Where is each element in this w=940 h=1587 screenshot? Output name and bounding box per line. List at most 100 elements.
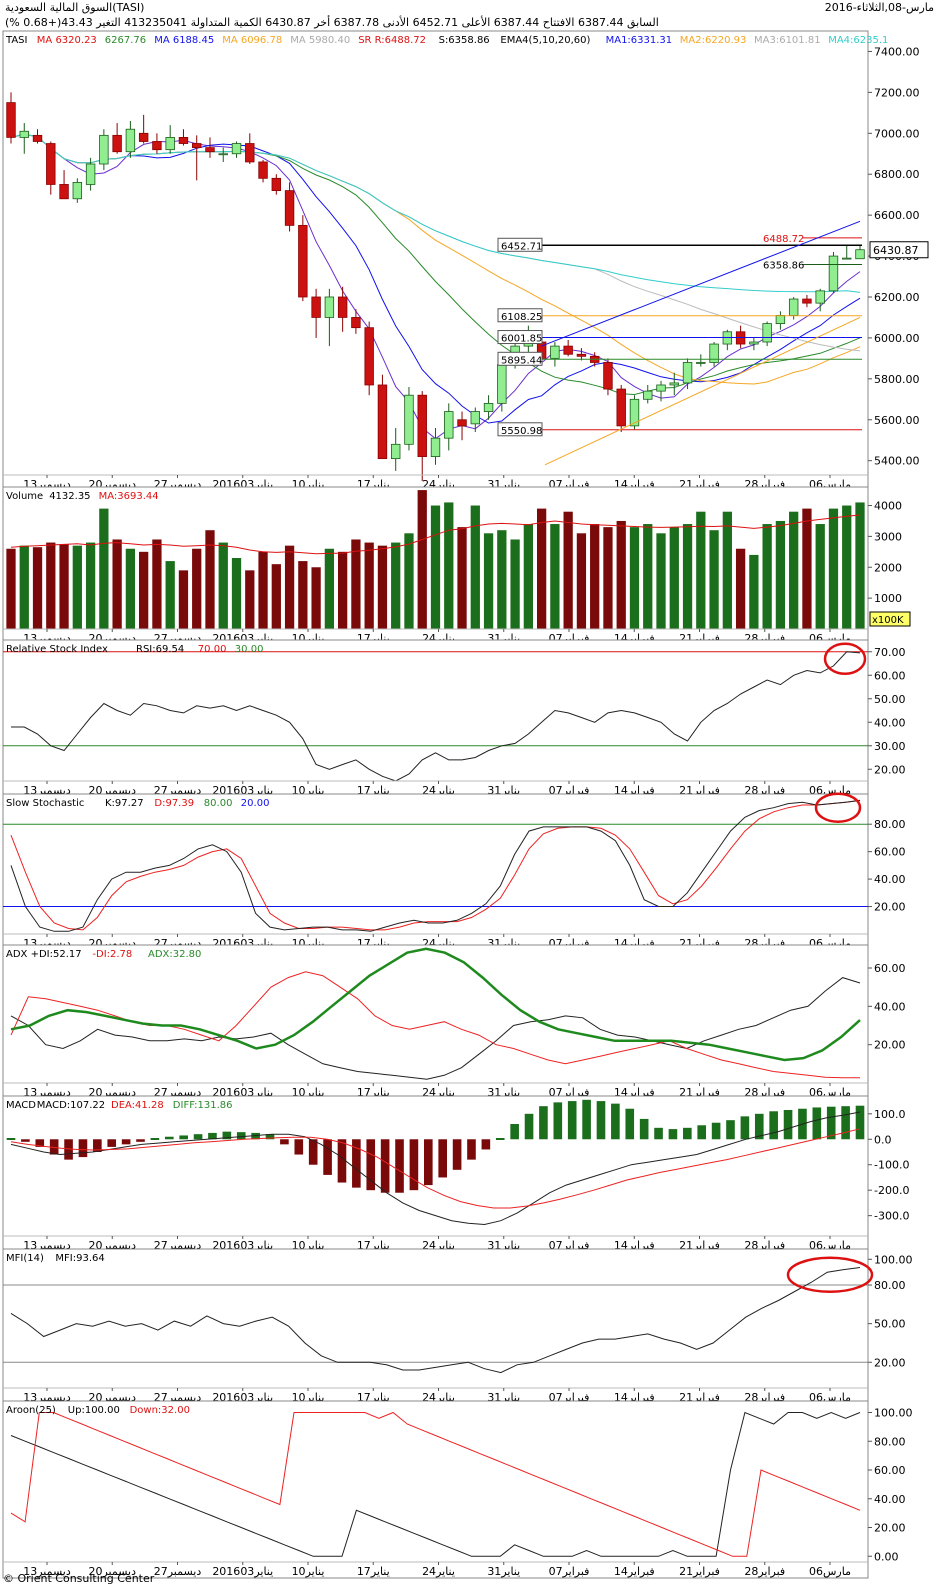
macd-histogram-bar [754,1113,764,1140]
macd-histogram-bar [812,1107,822,1140]
y-tick-label: -300.0 [874,1210,909,1223]
volume-bar [536,508,547,629]
panel-mfi-legend-item: MFI:93.64 [55,1253,104,1264]
macd-histogram-bar [395,1139,404,1193]
header-line-1: 2016-مارس-08,الثلاثاء السوق المالية السع… [0,0,940,15]
volume-bar [19,545,29,629]
volume-bar [483,533,494,629]
stoch-k-line [10,800,861,932]
panel-stochastic-legend-item: Slow Stochastic [6,798,84,809]
macd-histogram-bar [567,1101,577,1140]
macd-histogram-bar [524,1113,534,1140]
panel-stochastic-legend-item: K:97.27 [105,798,144,809]
candle-body [497,364,507,404]
panel-adx-legend-item: +DI:52.17 [31,949,82,960]
aroon-up-line [10,1411,861,1557]
macd-histogram-bar [64,1139,73,1160]
volume-bar [470,505,480,629]
volume-bar [815,524,825,629]
candle-body [762,323,772,343]
candle-body [72,182,83,200]
volume-bar [828,508,839,629]
x-tick-label: 31يناير [487,1565,520,1578]
adx-line [10,947,861,1062]
panel-aroon-legend-item: Aroon(25) [6,1405,56,1416]
candle-body [775,315,786,324]
x-tick-label: 20ديسمبر [88,1565,136,1578]
candle-body [828,255,839,292]
y-tick-label: 60.00 [874,669,906,682]
candle-body [669,382,679,386]
macd-histogram-bar [6,1138,16,1140]
panel-adx-legend-item: ADX:32.80 [148,949,201,960]
volume-bar [245,570,255,629]
macd-histogram-bar [481,1139,491,1150]
candle-body [417,394,427,457]
macd-histogram-bar [769,1111,778,1140]
panel-macd-frame [2,1095,869,1253]
panel-rsi-legend-item: RSI:69.54 [136,644,184,655]
price-tag: 6488.72 [763,234,804,245]
volume-bar [152,539,162,629]
macd-histogram-bar [424,1139,433,1186]
candle-body [337,296,348,318]
y-tick-label: 80.00 [874,818,906,831]
volume-bar [669,527,679,629]
price-tag: 5895.44 [501,355,542,366]
panel-macd-legend-item: DIFF:131.86 [173,1100,233,1111]
y-tick-label: 5800.00 [874,373,920,386]
stoch-d-line [10,799,861,931]
volume-bar [165,561,175,629]
volume-bar [682,524,693,629]
panel-adx-legend-item: ADX [6,949,28,960]
adx-plus-di-line [10,977,861,1080]
panel-aroon-legend-item: Up:100.00 [68,1405,120,1416]
y-tick-label: 50.00 [874,1318,906,1331]
volume-unit-label: x100K [872,615,904,626]
macd-histogram-bar [467,1139,476,1160]
macd-signal-line [10,1128,861,1209]
volume-bar [510,539,520,629]
trend-line-blue [541,220,861,347]
y-tick-label: 40.00 [874,1493,906,1506]
volume-bar [32,547,43,629]
y-tick-label: 7400.00 [874,45,920,58]
last-price-box [869,241,929,259]
y-tick-label: 20.00 [874,763,906,776]
volume-bar [192,548,202,629]
macd-histogram-bar [539,1106,548,1140]
panel-mfi-frame [2,1248,869,1405]
panel-price-legend-item: MA 6320.23 [37,35,97,46]
candle-body [192,143,202,149]
macd-histogram-bar [596,1101,606,1140]
x-tick-label: 17يناير [357,1565,390,1578]
panel-aroon-frame [2,1400,869,1579]
volume-bar [444,502,454,629]
candle-body [563,345,573,355]
candle-body [218,153,228,156]
y-tick-label: 20.00 [874,1522,906,1535]
macd-histogram-bar [553,1102,563,1140]
volume-bar [643,524,653,629]
y-tick-label: 50.00 [874,693,906,706]
candle-body [629,398,640,427]
candle-body [165,136,175,151]
price-tag-box [497,237,543,252]
volume-bar [709,530,719,629]
macd-histogram-bar [323,1139,332,1175]
panel-price-legend-item: MA3:6101.81 [754,35,821,46]
panel-rsi-legend-item: 30.00 [235,644,264,655]
volume-bar [258,551,268,629]
candle-body [788,298,799,316]
candle-body [576,353,587,357]
y-tick-label: 6200.00 [874,291,920,304]
candle-body [603,362,613,390]
price-tag-box [497,308,543,323]
candle-body [6,102,16,138]
y-tick-label: 80.00 [874,1279,906,1292]
volume-bar [775,520,786,629]
candle-body [802,298,812,304]
mfi-highlight-ellipse [786,1256,874,1293]
aroon-down-line [10,1411,861,1557]
panel-macd-legend-item: MACD:107.22 [37,1100,105,1111]
